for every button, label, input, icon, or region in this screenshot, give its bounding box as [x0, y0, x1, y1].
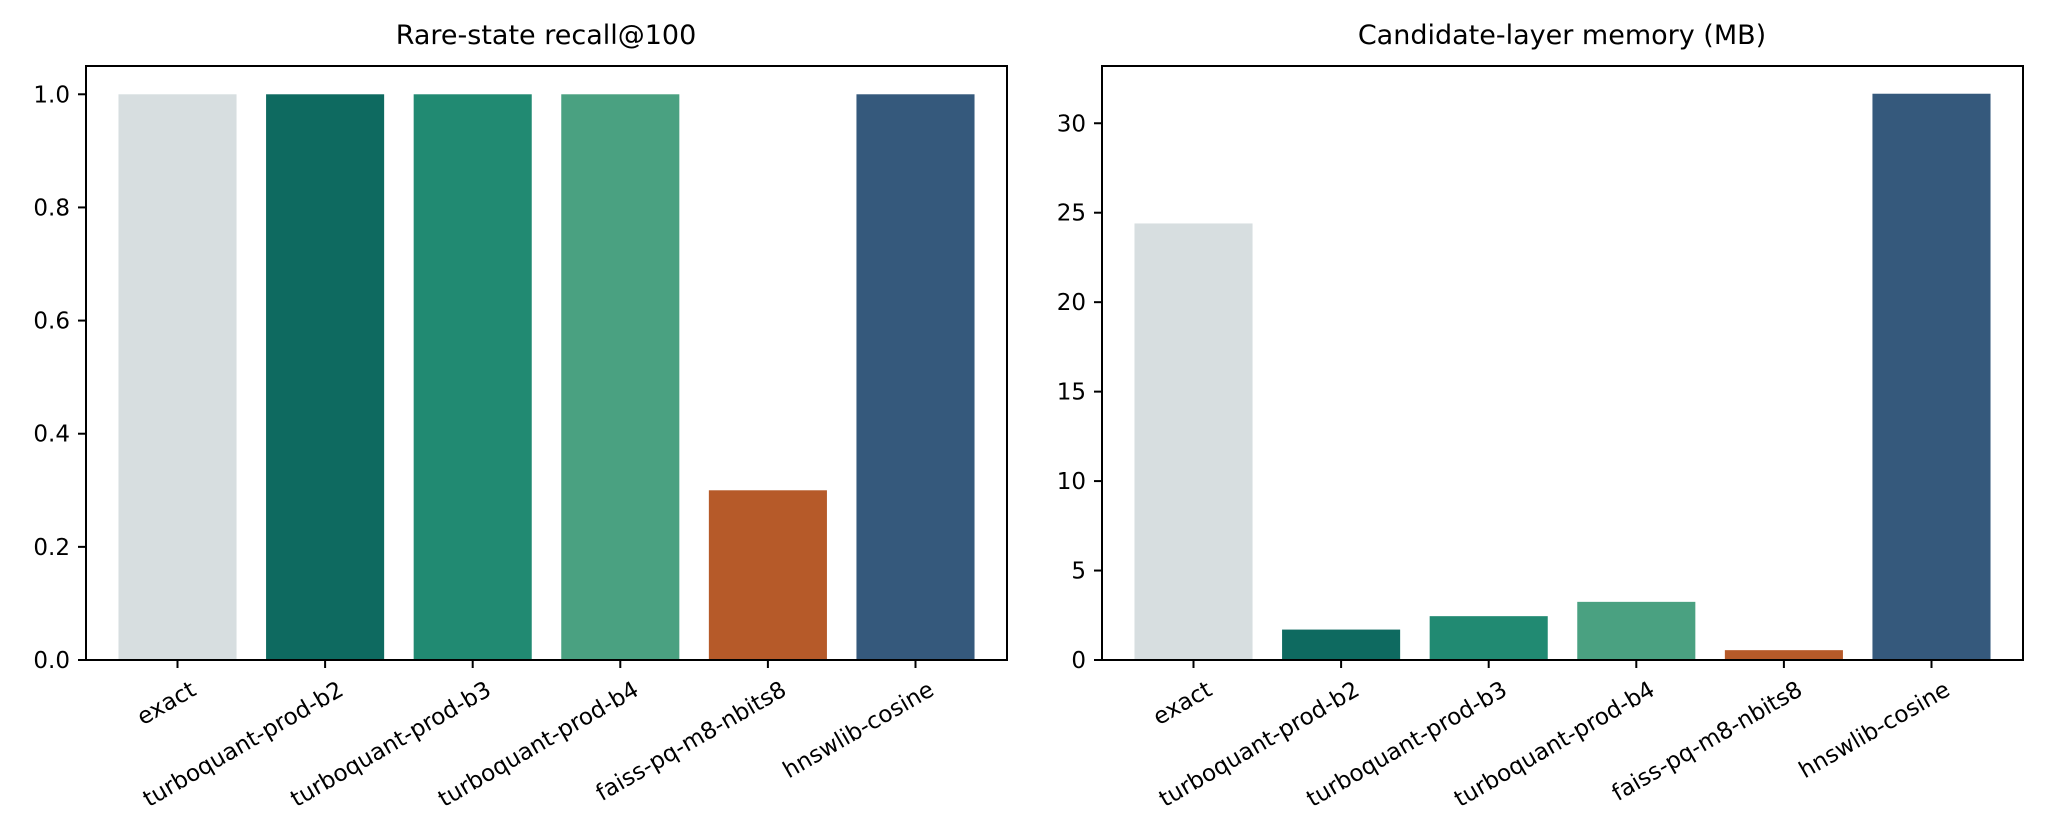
y-tick-label: 5	[1071, 559, 1086, 585]
bar-hnswlib-cosine	[856, 94, 975, 661]
y-tick-label: 20	[1057, 290, 1086, 316]
y-tick-label: 0.6	[33, 309, 70, 335]
memory-chart: 051015202530exactturboquant-prod-b2turbo…	[1057, 65, 2024, 813]
y-tick-label: 0.0	[33, 648, 70, 674]
bar-turboquant-prod-b2	[266, 94, 385, 661]
bar-turboquant-prod-b3	[1429, 616, 1548, 660]
y-tick-label: 25	[1057, 201, 1086, 227]
x-tick-label: exact	[133, 677, 201, 731]
axes-box	[1101, 65, 2024, 661]
y-tick-label: 0.2	[33, 535, 70, 561]
y-tick-label: 0	[1071, 648, 1086, 674]
bar-turboquant-prod-b4	[1577, 601, 1696, 660]
recall-chart-title: Rare-state recall@100	[396, 20, 697, 51]
y-tick-label: 1.0	[33, 82, 70, 108]
x-tick-label: hnswlib-cosine	[1795, 677, 1955, 784]
chart-panels: 0.00.20.40.60.81.0exactturboquant-prod-b…	[33, 65, 2024, 813]
bar-turboquant-prod-b4	[561, 94, 680, 661]
y-tick-label: 0.4	[33, 422, 70, 448]
y-tick-label: 10	[1057, 469, 1086, 495]
bar-turboquant-prod-b3	[413, 94, 532, 661]
x-tick-label: exact	[1149, 677, 1217, 731]
recall-chart: 0.00.20.40.60.81.0exactturboquant-prod-b…	[33, 65, 1008, 813]
y-tick-label: 30	[1057, 111, 1086, 137]
bar-exact	[118, 94, 237, 661]
bar-hnswlib-cosine	[1872, 93, 1991, 660]
bar-turboquant-prod-b2	[1282, 629, 1401, 660]
bar-exact	[1134, 223, 1253, 660]
bar-faiss-pq-m8-nbits8	[1724, 650, 1843, 660]
x-tick-label: hnswlib-cosine	[779, 677, 939, 784]
y-tick-label: 15	[1057, 380, 1086, 406]
bar-faiss-pq-m8-nbits8	[708, 490, 827, 660]
memory-chart-title: Candidate-layer memory (MB)	[1358, 20, 1766, 51]
axes-box	[85, 65, 1008, 661]
y-tick-label: 0.8	[33, 195, 70, 221]
